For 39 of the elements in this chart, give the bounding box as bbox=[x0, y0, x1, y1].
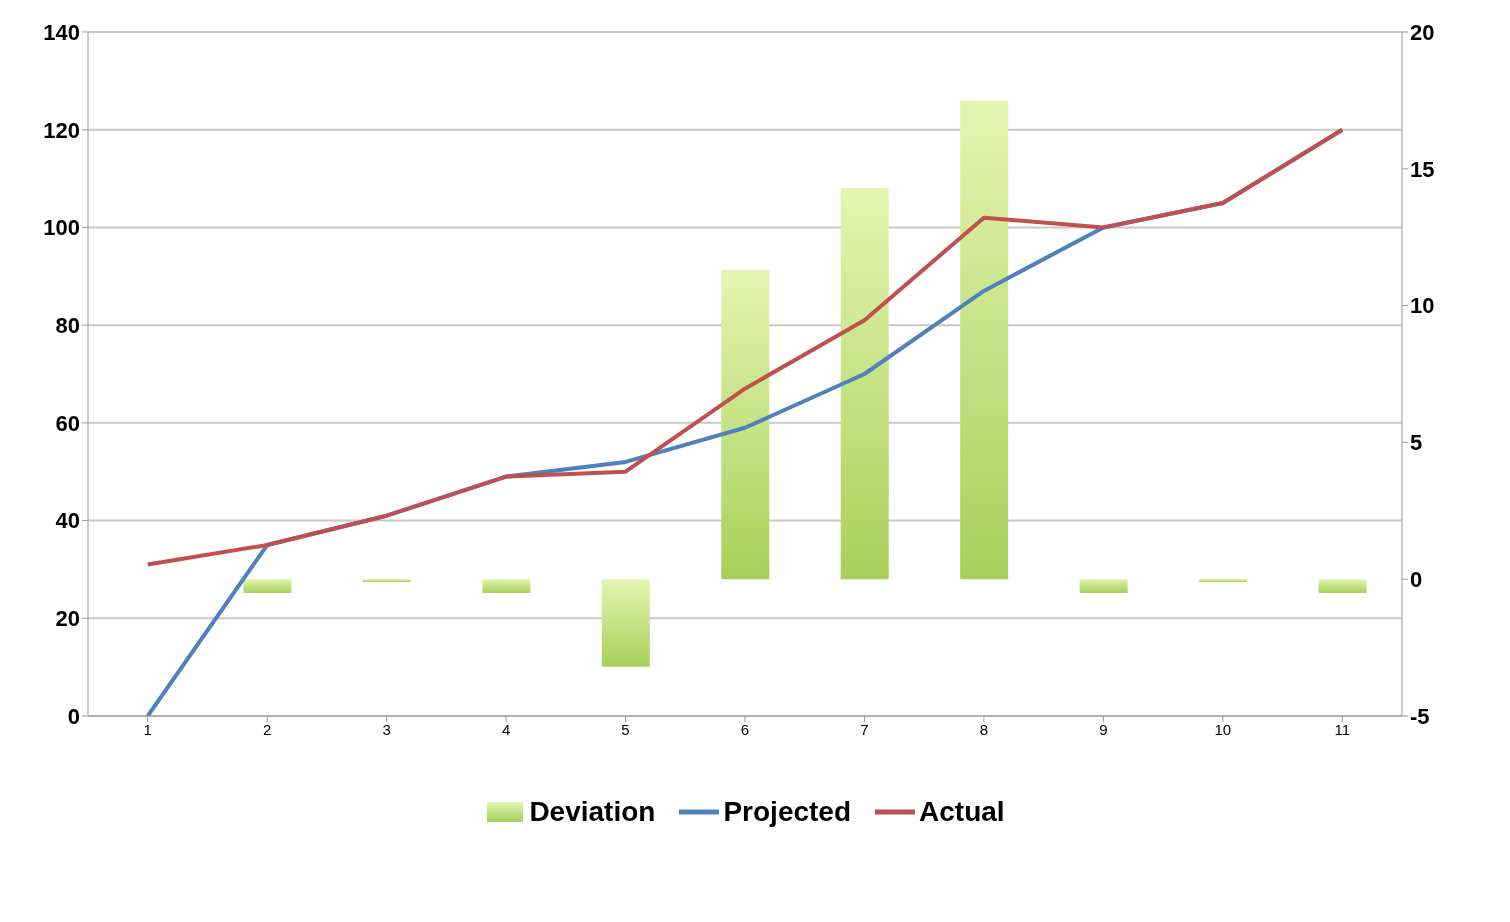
y2-tick-label: 20 bbox=[1410, 19, 1435, 45]
bar bbox=[243, 579, 292, 593]
y2-tick-label: 15 bbox=[1410, 156, 1435, 182]
y-tick-label: 40 bbox=[55, 508, 80, 534]
y-tick-label: 140 bbox=[43, 19, 80, 45]
legend-label: Projected bbox=[723, 796, 852, 828]
x-tick-label: 11 bbox=[1334, 720, 1351, 738]
y-tick-label: 80 bbox=[55, 312, 80, 338]
x-tick-label: 6 bbox=[740, 720, 750, 738]
y-tick-label: 120 bbox=[43, 117, 80, 143]
bar bbox=[1318, 579, 1367, 593]
bar bbox=[1079, 579, 1128, 593]
bar bbox=[960, 100, 1009, 580]
y-tick-label: 60 bbox=[55, 410, 80, 436]
bar bbox=[482, 579, 531, 593]
x-tick-label: 7 bbox=[860, 720, 869, 738]
legend-label: Deviation bbox=[529, 796, 656, 828]
x-tick-label: 1 bbox=[143, 720, 152, 738]
bar bbox=[601, 579, 650, 667]
legend-label: Actual bbox=[919, 796, 1005, 828]
y2-tick-label: 0 bbox=[1410, 567, 1423, 593]
y2-tick-label: 5 bbox=[1410, 430, 1423, 456]
x-tick-label: 10 bbox=[1214, 720, 1232, 738]
x-tick-label: 4 bbox=[501, 720, 511, 738]
y-tick-label: 20 bbox=[55, 606, 80, 632]
y-tick-label: 100 bbox=[43, 215, 80, 241]
x-tick-label: 8 bbox=[979, 720, 989, 738]
x-tick-label: 3 bbox=[382, 720, 391, 738]
line-series bbox=[145, 127, 1345, 567]
bar bbox=[840, 187, 889, 580]
bar bbox=[1199, 579, 1248, 582]
bar bbox=[362, 579, 411, 582]
x-tick-label: 5 bbox=[621, 720, 630, 738]
bar bbox=[721, 270, 770, 580]
x-tick-label: 2 bbox=[263, 720, 272, 738]
y-tick-label: 0 bbox=[67, 703, 80, 729]
y2-tick-label: -5 bbox=[1410, 703, 1430, 729]
x-tick-label: 9 bbox=[1099, 720, 1108, 738]
y2-tick-label: 10 bbox=[1410, 293, 1435, 319]
